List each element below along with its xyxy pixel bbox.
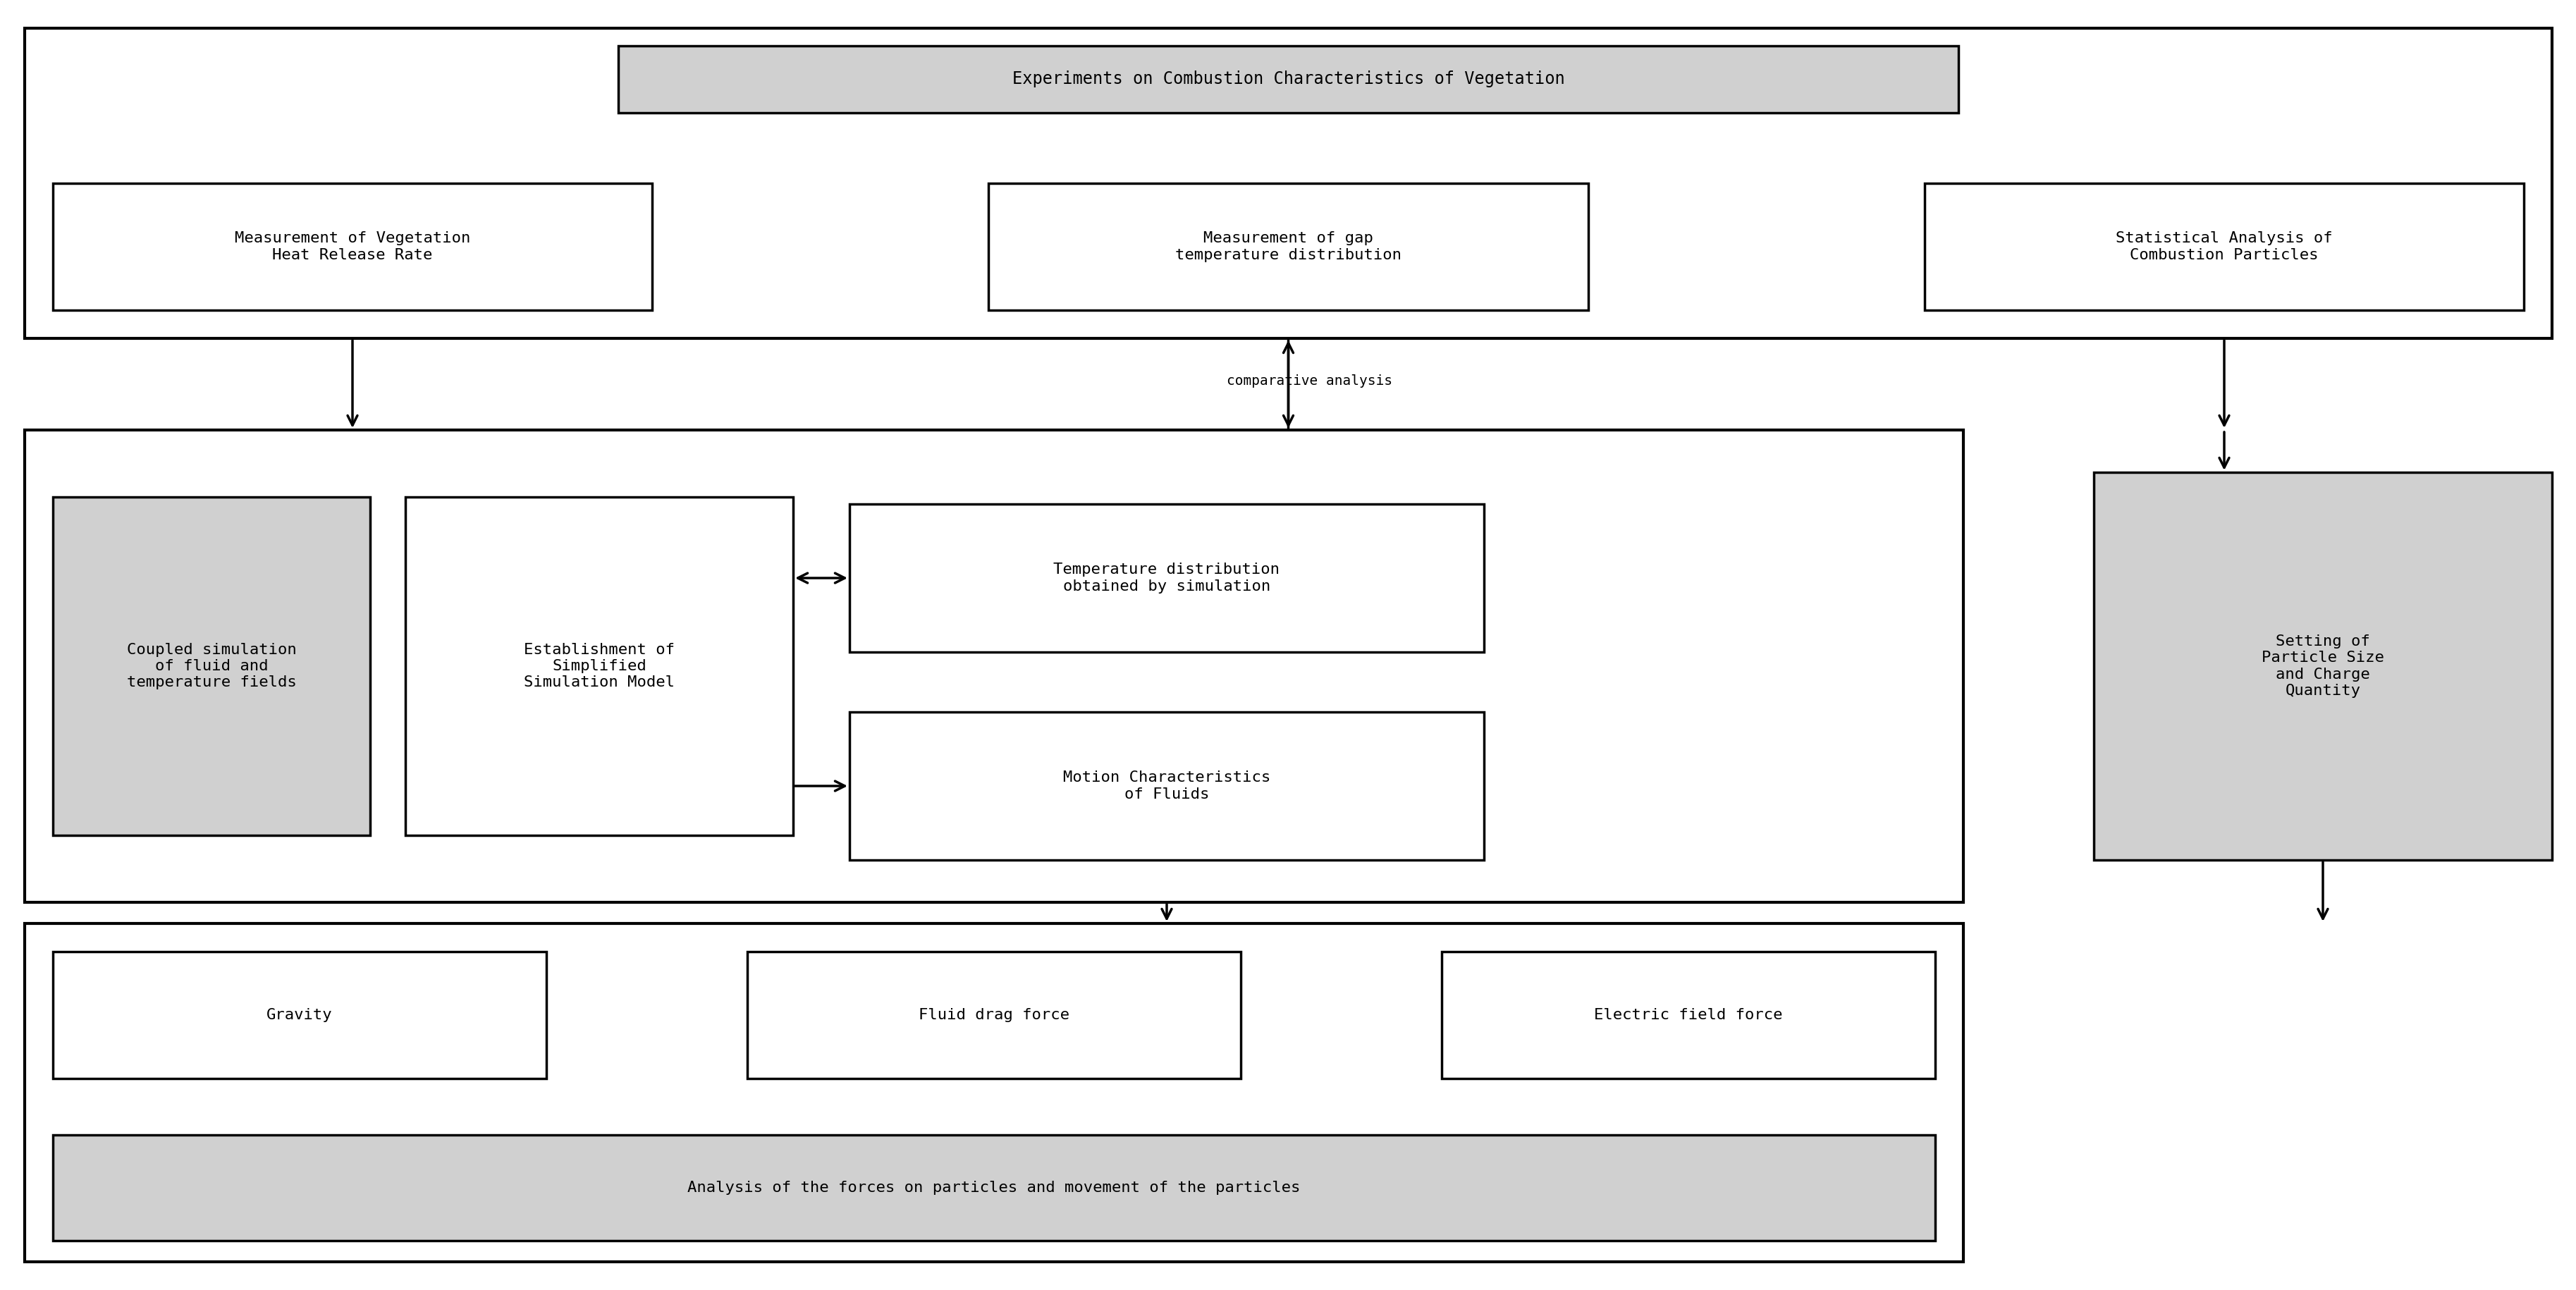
Text: comparative analysis: comparative analysis [1226,374,1391,387]
FancyBboxPatch shape [54,183,652,310]
Text: Coupled simulation
of fluid and
temperature fields: Coupled simulation of fluid and temperat… [126,642,296,690]
Text: Measurement of Vegetation
Heat Release Rate: Measurement of Vegetation Heat Release R… [234,231,471,262]
Text: Measurement of gap
temperature distribution: Measurement of gap temperature distribut… [1175,231,1401,262]
FancyBboxPatch shape [404,497,793,836]
FancyBboxPatch shape [54,1135,1935,1241]
Text: Experiments on Combustion Characteristics of Vegetation: Experiments on Combustion Characteristic… [1012,71,1564,88]
Text: Setting of
Particle Size
and Charge
Quantity: Setting of Particle Size and Charge Quan… [2262,635,2383,698]
FancyBboxPatch shape [989,183,1587,310]
Text: Analysis of the forces on particles and movement of the particles: Analysis of the forces on particles and … [688,1180,1301,1195]
FancyBboxPatch shape [1924,183,2522,310]
Text: Establishment of
Simplified
Simulation Model: Establishment of Simplified Simulation M… [523,642,675,690]
Text: Gravity: Gravity [265,1007,332,1022]
FancyBboxPatch shape [1443,952,1935,1078]
FancyBboxPatch shape [2094,472,2550,860]
FancyBboxPatch shape [850,504,1484,651]
FancyBboxPatch shape [54,952,546,1078]
Text: Motion Characteristics
of Fluids: Motion Characteristics of Fluids [1064,770,1270,801]
Text: Electric field force: Electric field force [1595,1007,1783,1022]
FancyBboxPatch shape [747,952,1242,1078]
Text: Statistical Analysis of
Combustion Particles: Statistical Analysis of Combustion Parti… [2115,231,2331,262]
Text: Temperature distribution
obtained by simulation: Temperature distribution obtained by sim… [1054,562,1280,593]
Text: Fluid drag force: Fluid drag force [917,1007,1069,1022]
FancyBboxPatch shape [850,712,1484,860]
FancyBboxPatch shape [54,497,371,836]
FancyBboxPatch shape [618,46,1958,112]
